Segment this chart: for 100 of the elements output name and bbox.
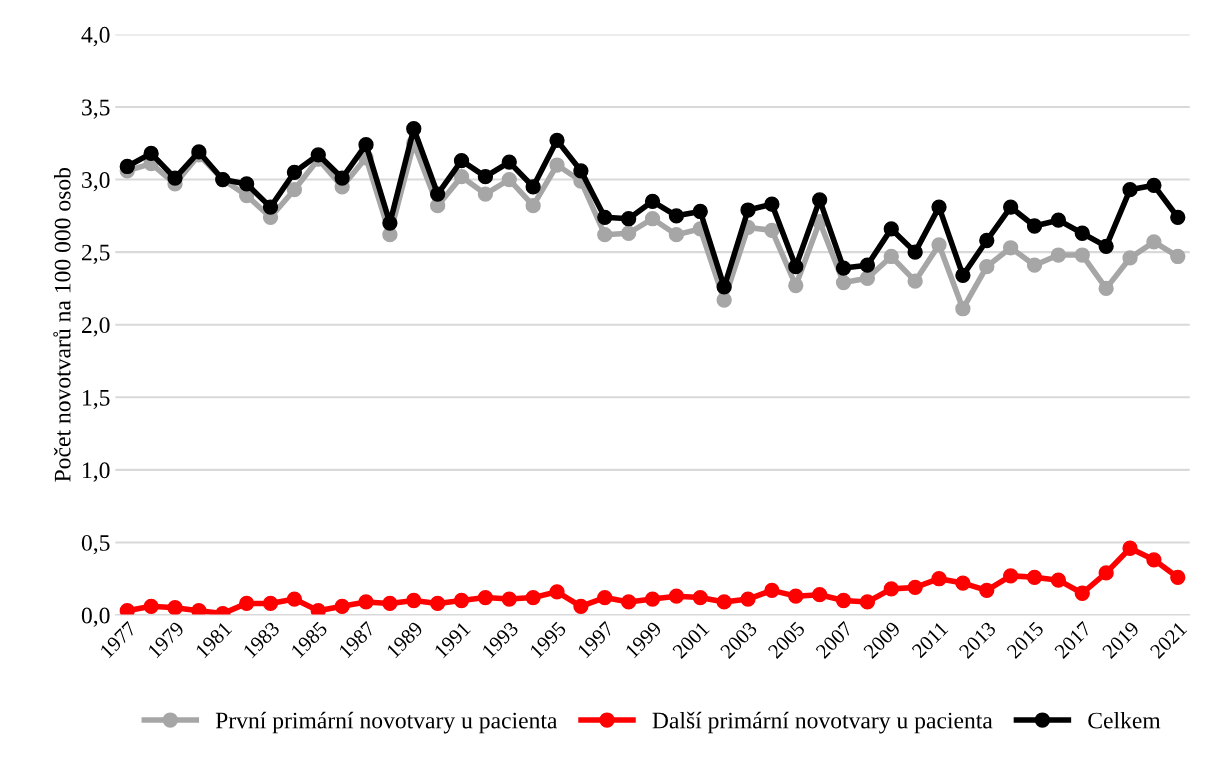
- point: [979, 582, 995, 598]
- point: [1170, 248, 1186, 265]
- point: [382, 595, 398, 612]
- point: [310, 147, 326, 163]
- point: [931, 199, 947, 215]
- point: [835, 274, 852, 291]
- y-tick-label: 4,0: [81, 26, 110, 47]
- y-tick-label: 0,5: [81, 534, 110, 555]
- y-tick-label: 2,0: [81, 317, 110, 337]
- point: [573, 163, 589, 179]
- point: [191, 603, 207, 616]
- point: [119, 603, 135, 616]
- point: [453, 153, 470, 169]
- point: [1122, 540, 1138, 556]
- point: [1050, 212, 1067, 228]
- point: [740, 202, 756, 218]
- point: [549, 584, 565, 600]
- point: [525, 589, 541, 606]
- point: [1146, 177, 1162, 193]
- point: [573, 598, 589, 614]
- point: [525, 198, 541, 214]
- point: [262, 199, 279, 215]
- point: [1122, 250, 1138, 266]
- point: [788, 277, 804, 294]
- point: [644, 211, 661, 227]
- point: [453, 592, 470, 609]
- point: [286, 591, 303, 607]
- point: [310, 603, 326, 616]
- x-tick-label: 1993: [481, 620, 520, 659]
- point: [477, 168, 494, 185]
- point: [859, 257, 876, 273]
- point: [430, 595, 446, 612]
- point: [143, 598, 159, 614]
- y-axis-title: Počet novotvarů na 100 000 osob: [53, 167, 71, 482]
- point: [1050, 572, 1067, 588]
- point: [979, 258, 995, 275]
- point: [621, 225, 637, 241]
- point: [931, 237, 947, 253]
- point: [955, 301, 971, 317]
- point: [1003, 240, 1019, 256]
- point: [668, 208, 685, 224]
- point: [286, 182, 303, 198]
- point: [597, 589, 613, 606]
- point: [549, 132, 565, 148]
- point: [119, 158, 135, 175]
- point: [1003, 568, 1019, 584]
- point: [644, 591, 661, 607]
- point: [1170, 569, 1186, 585]
- point: [907, 244, 923, 260]
- point: [286, 164, 303, 180]
- point: [955, 575, 971, 591]
- point: [1098, 565, 1114, 581]
- point: [764, 222, 780, 238]
- point: [1122, 182, 1138, 198]
- point: [549, 157, 565, 173]
- point: [358, 594, 374, 610]
- point: [1146, 552, 1162, 568]
- point: [621, 594, 637, 610]
- x-tick-label: 1991: [433, 621, 472, 659]
- y-tick-label: 3,5: [82, 99, 110, 119]
- point: [1003, 199, 1019, 215]
- point: [167, 170, 183, 186]
- point: [764, 196, 780, 212]
- point: [883, 221, 899, 237]
- point: [334, 598, 350, 614]
- point: [835, 260, 852, 276]
- point: [1050, 247, 1067, 263]
- x-tick-label: 2011: [911, 621, 949, 659]
- point: [358, 137, 374, 153]
- y-tick-label: 3,0: [82, 172, 110, 192]
- point: [788, 588, 804, 604]
- point: [859, 594, 876, 610]
- point: [883, 248, 899, 265]
- point: [907, 579, 923, 596]
- point: [979, 232, 995, 249]
- point: [501, 154, 517, 170]
- point: [716, 292, 732, 308]
- legend-label: Další primární novotvary u pacienta: [652, 711, 993, 734]
- point: [1098, 280, 1114, 297]
- point: [907, 273, 923, 289]
- point: [668, 588, 685, 604]
- point: [883, 581, 899, 597]
- point: [262, 595, 279, 612]
- point: [597, 209, 613, 225]
- point: [1074, 585, 1090, 601]
- point: [621, 211, 637, 227]
- point: [1146, 234, 1162, 250]
- point: [812, 192, 828, 208]
- point: [1074, 225, 1090, 241]
- point: [453, 168, 470, 185]
- point: [835, 592, 852, 609]
- point: [716, 279, 732, 295]
- legend-label: Celkem: [1088, 711, 1161, 729]
- point: [859, 270, 876, 286]
- point: [1026, 257, 1043, 273]
- point: [382, 215, 398, 231]
- point: [1098, 238, 1114, 254]
- point: [931, 571, 947, 587]
- point: [334, 170, 350, 186]
- x-tick-label: 1981: [195, 621, 233, 659]
